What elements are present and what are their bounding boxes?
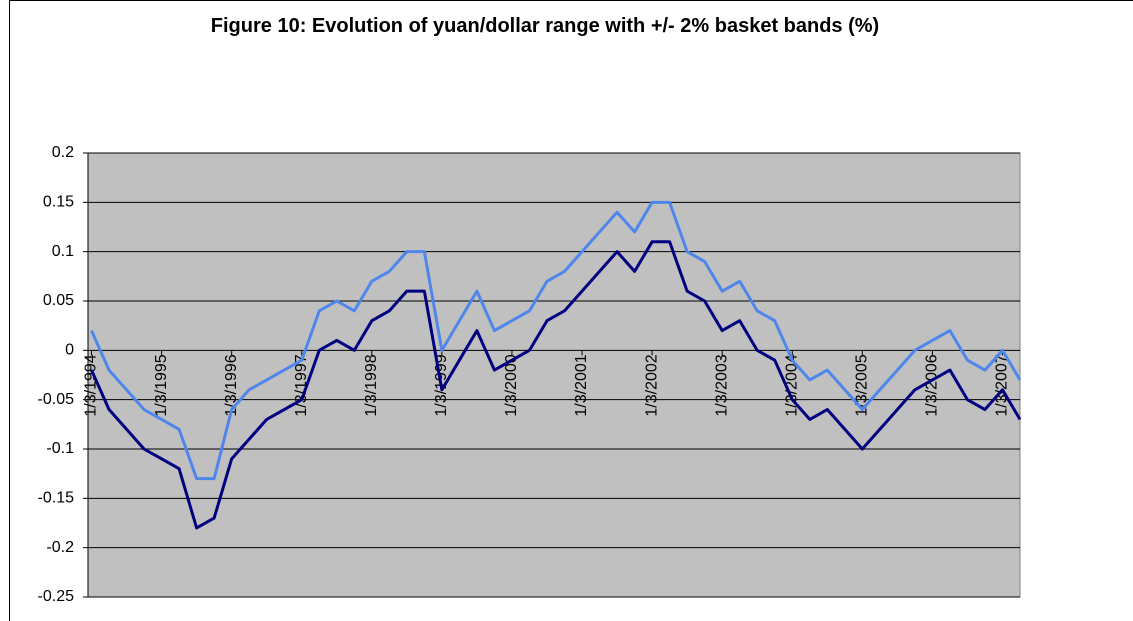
x-tick-label: 1/3/2006 — [924, 354, 941, 416]
x-tick-label: 1/3/2000 — [503, 354, 520, 416]
x-tick-label: 1/3/2004 — [783, 354, 800, 416]
chart-title: Figure 10: Evolution of yuan/dollar rang… — [210, 15, 880, 37]
x-tick-label: 1/3/1996 — [223, 354, 240, 416]
line-series — [90, 200, 1022, 481]
x-tick-label: 1/3/1998 — [363, 354, 380, 416]
x-tick-label: 1/3/1994 — [83, 354, 100, 416]
y-tick-label: -0.25 — [38, 588, 75, 605]
line-series — [90, 240, 1022, 530]
y-tick-label: 0 — [65, 342, 74, 359]
x-tick-label: 1/3/2005 — [854, 354, 871, 416]
y-tick-label: 0.1 — [52, 243, 74, 260]
y-tick-label: -0.2 — [46, 539, 74, 556]
y-tick-label: -0.1 — [46, 440, 74, 457]
x-tick-label: 1/3/2003 — [713, 354, 730, 416]
y-tick-label: 0.05 — [43, 292, 74, 309]
x-tick-label: 1/3/1995 — [153, 354, 170, 416]
y-tick-label: -0.15 — [38, 490, 75, 507]
x-tick-label: 1/3/2001 — [573, 354, 590, 416]
y-tick-label: -0.05 — [38, 391, 75, 408]
y-tick-label: 0.2 — [52, 144, 74, 161]
x-tick-label: 1/3/2007 — [994, 354, 1011, 416]
y-tick-label: 0.15 — [43, 194, 74, 211]
x-tick-label: 1/3/2002 — [643, 354, 660, 416]
